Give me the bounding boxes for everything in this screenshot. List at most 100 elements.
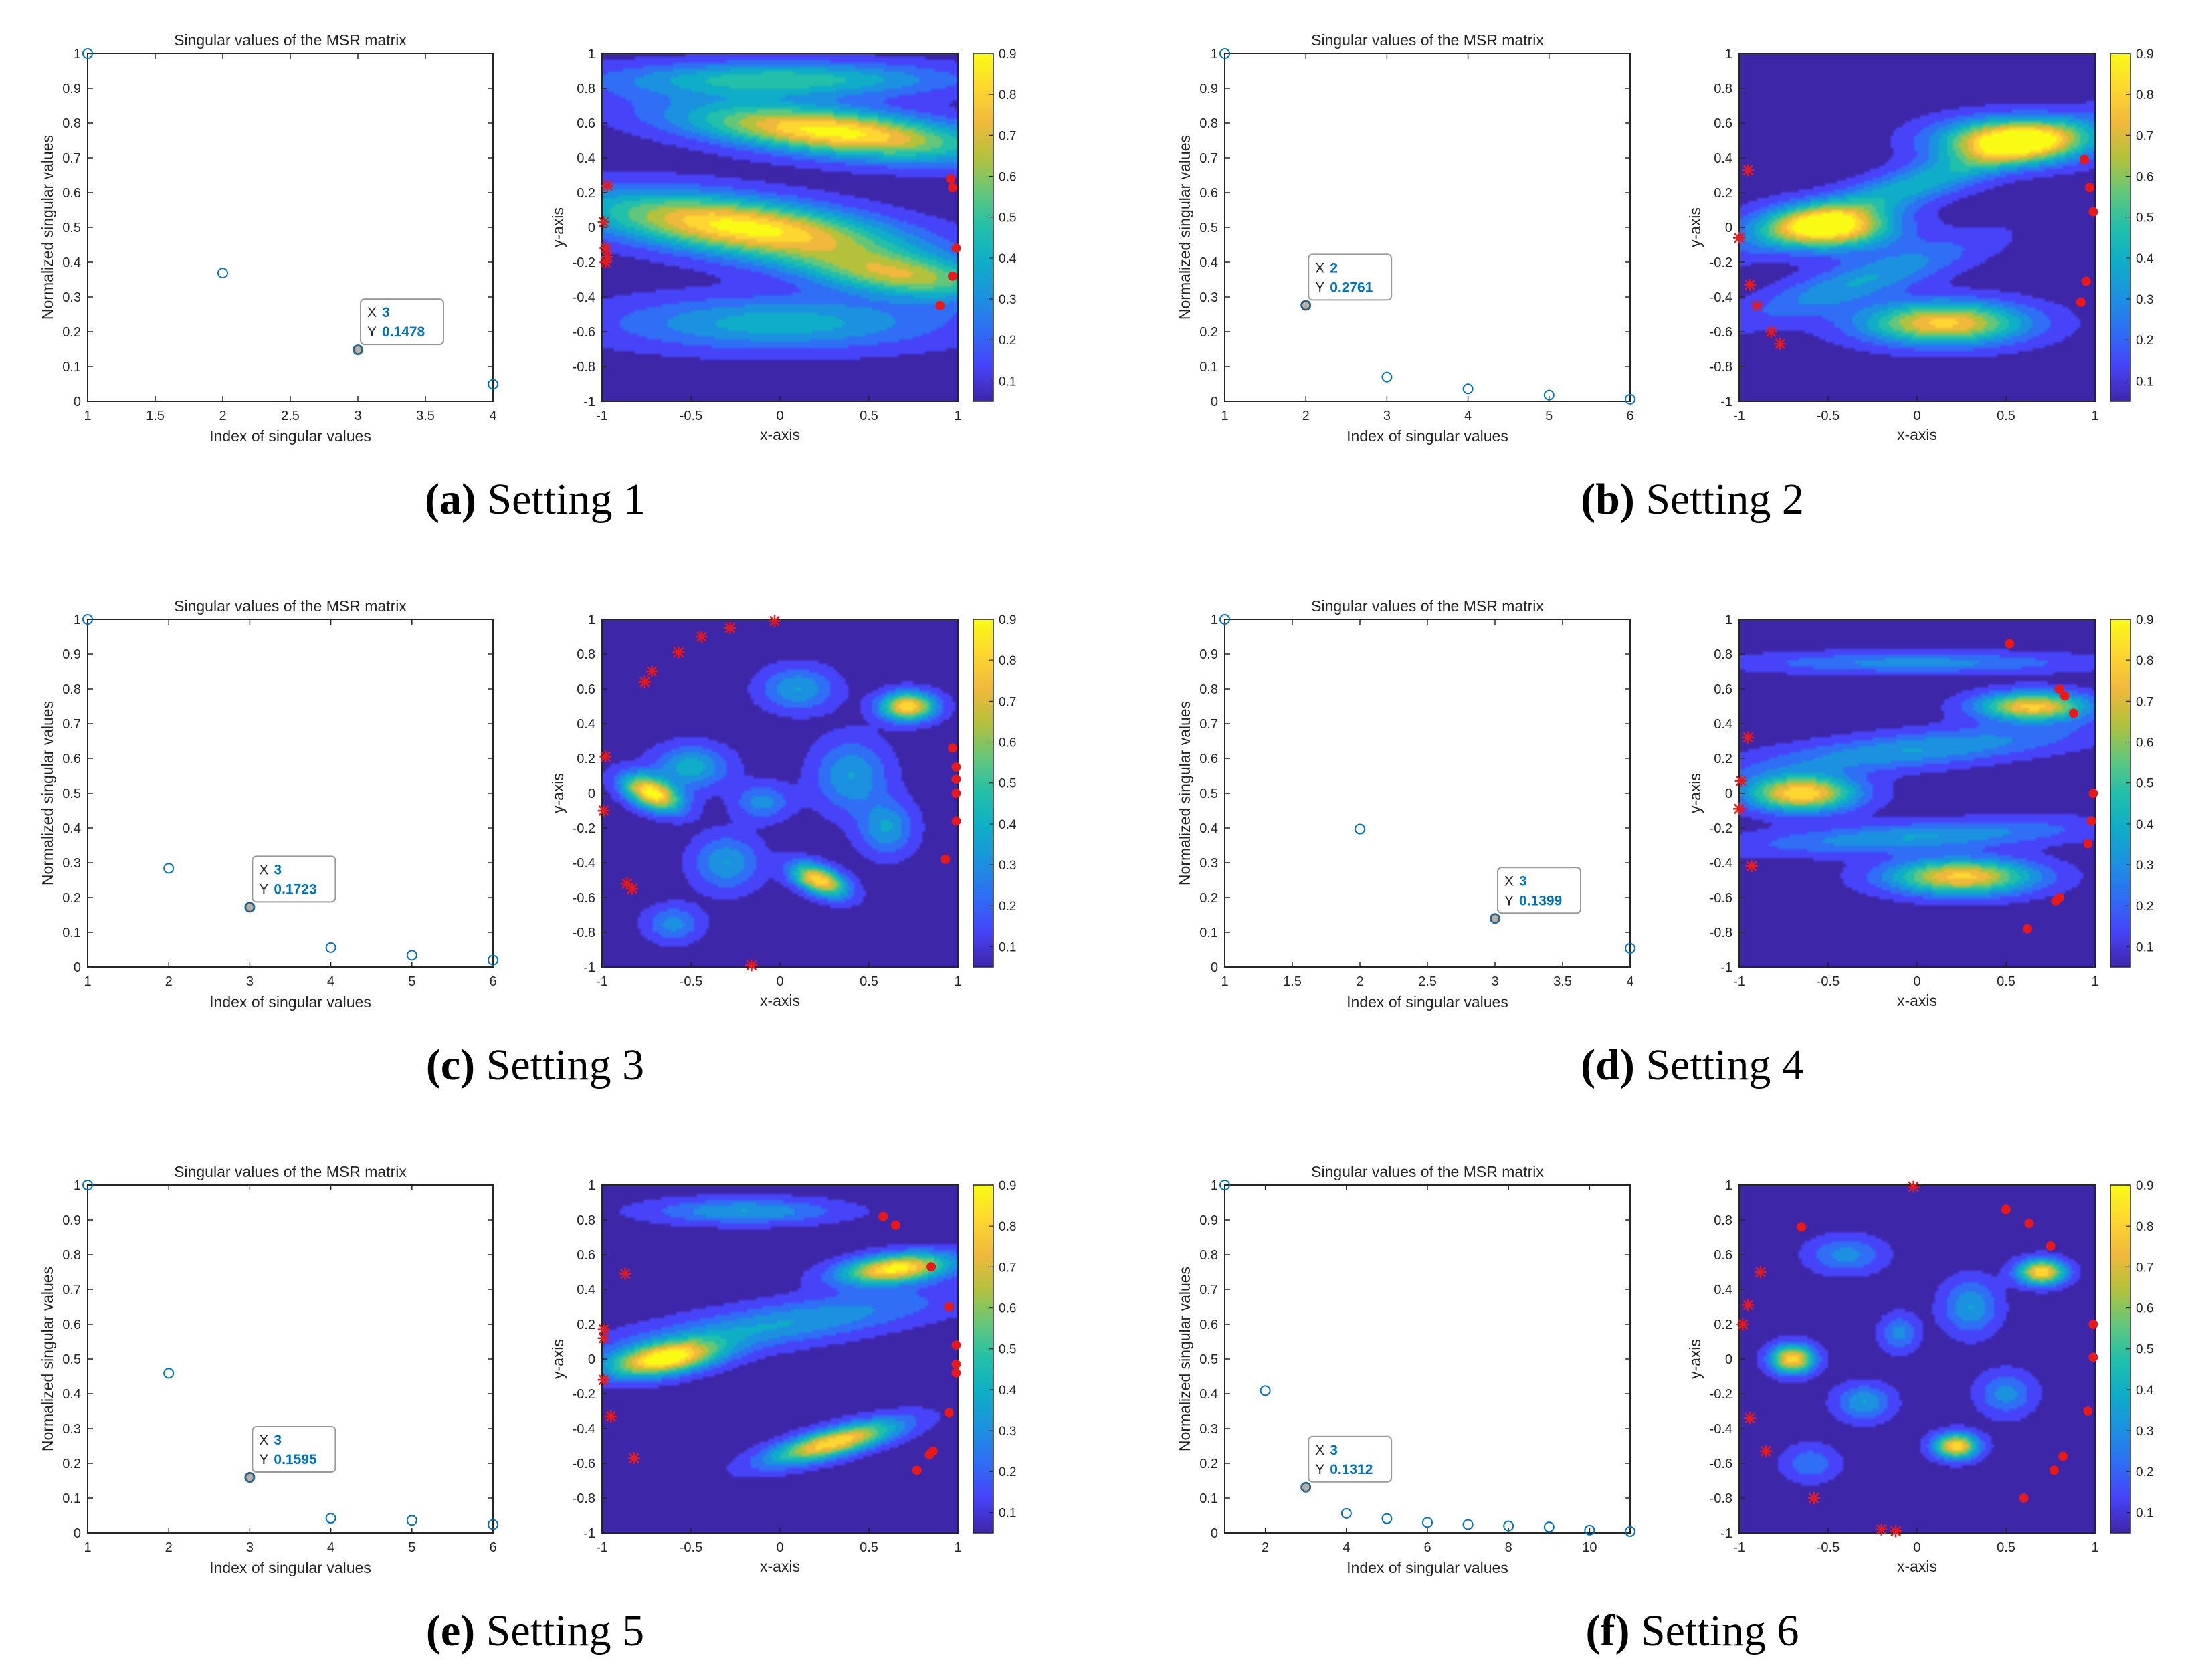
datatip-y-label: Y — [259, 881, 268, 897]
colorbar-tick-label: 0.9 — [999, 1179, 1016, 1193]
colorbar-tick-label: 0.5 — [2136, 777, 2153, 791]
colorbar: 0.1 0.2 0.3 0.4 0.5 0.6 0.7 0.8 0.9 — [973, 47, 1017, 402]
caption-label: (b) — [1581, 475, 1635, 524]
x-tick-label: 0.5 — [860, 1540, 878, 1555]
map-y-label: y-axis — [1686, 1339, 1704, 1379]
receiver-marker — [948, 271, 958, 281]
receiver-marker — [2022, 924, 2032, 934]
y-tick-label: 1 — [1211, 1178, 1218, 1193]
map-x-label: x-axis — [1897, 426, 1937, 443]
source-marker — [1743, 278, 1756, 291]
colorbar-tick-label: 0.7 — [999, 695, 1016, 709]
source-marker — [1759, 1445, 1772, 1457]
y-tick-label: -1 — [1720, 1526, 1732, 1541]
y-tick-label: 1 — [74, 47, 81, 62]
source-marker — [638, 675, 651, 688]
y-tick-label: 0.5 — [62, 786, 81, 801]
x-tick-label: 1 — [1221, 974, 1228, 989]
source-stroke — [1743, 165, 1754, 176]
source-stroke — [1743, 1299, 1754, 1311]
colorbar-tick-label: 0.4 — [999, 1384, 1017, 1398]
singular-values-plot: 0 0.1 0.2 0.3 0.4 0.5 0.6 0.7 0.8 0.9 1 1 1.5 2 2.5 3 3.… — [1176, 597, 1635, 1011]
source-marker — [1742, 731, 1755, 744]
data-point — [1543, 1521, 1555, 1533]
source-marker — [1733, 803, 1745, 815]
data-point — [1381, 1513, 1393, 1524]
indicator-map: -1 -0.8 -0.6 -0.4 -0.2 0 0.2 0.4 0.6 0.8 1 -1 -0.5 0 0… — [549, 1178, 962, 1575]
data-point — [1503, 1520, 1514, 1532]
y-tick-label: -0.2 — [1710, 255, 1732, 270]
source-stroke — [1745, 279, 1755, 290]
y-tick-label: 0.2 — [62, 325, 81, 340]
colorbar-bar — [2110, 1184, 2131, 1534]
colorbar: 0.1 0.2 0.3 0.4 0.5 0.6 0.7 0.8 0.9 — [973, 1179, 1017, 1534]
x-tick-label: 1 — [2091, 409, 2098, 423]
colorbar: 0.1 0.2 0.3 0.4 0.5 0.6 0.7 0.8 0.9 — [2110, 1179, 2154, 1534]
source-stroke — [746, 960, 757, 971]
x-tick-label: 3 — [246, 1540, 254, 1555]
source-stroke — [1746, 861, 1757, 872]
colorbar-tick-label: 0.9 — [2136, 613, 2153, 627]
y-tick-label: 0.8 — [1199, 116, 1218, 131]
x-tick-label: 0 — [776, 409, 783, 423]
x-tick-label: 0 — [1913, 409, 1920, 423]
datatip-box — [1308, 253, 1393, 301]
y-tick-label: 0.1 — [1199, 360, 1218, 375]
x-tick-label: 1 — [2091, 1540, 2098, 1555]
colorbar-tick-label: 0.1 — [999, 1506, 1016, 1520]
datatip-x-label: X — [1315, 1443, 1324, 1458]
source-stroke — [1734, 232, 1745, 243]
singular-values-plot: 0 0.1 0.2 0.3 0.4 0.5 0.6 0.7 0.8 0.9 1 1 2 3 4 5 6 Singu… — [1176, 31, 1635, 445]
scatter-axes-box — [87, 53, 494, 402]
y-tick-label: 0.8 — [577, 1213, 595, 1228]
panel-caption: (b) Setting 2 — [1581, 475, 1804, 524]
y-tick-label: 0.2 — [1714, 186, 1732, 201]
datatip-x-label: X — [1504, 873, 1514, 889]
scatter-x-label: Index of singular values — [209, 427, 371, 445]
datatip-y-value: 0.1399 — [1519, 893, 1562, 908]
source-stroke — [598, 217, 609, 228]
receiver-marker — [951, 774, 961, 784]
source-marker — [627, 1452, 640, 1465]
datatip-x-value: 2 — [1330, 260, 1338, 276]
receiver-marker — [2083, 1406, 2093, 1416]
datatip-y-label: Y — [1315, 280, 1324, 295]
receiver-marker — [878, 1211, 888, 1221]
datatip-x-label: X — [1315, 260, 1324, 276]
y-tick-label: -0.6 — [573, 325, 595, 340]
x-tick-label: 1 — [954, 1540, 961, 1555]
y-tick-label: 0.2 — [1199, 325, 1218, 340]
scatter-axes-box — [1224, 619, 1631, 968]
y-tick-label: 0.9 — [62, 647, 81, 662]
y-tick-label: 0 — [1725, 786, 1732, 801]
y-tick-label: -1 — [583, 395, 595, 409]
panel-caption: (a) Setting 1 — [425, 475, 645, 524]
colorbar-tick-label: 0.3 — [999, 293, 1016, 307]
datatip-x-label: X — [367, 305, 377, 320]
receiver-marker — [2069, 708, 2079, 718]
y-tick-label: -0.4 — [573, 1422, 595, 1437]
datatip-y-value: 0.1478 — [382, 324, 425, 340]
x-tick-label: 4 — [327, 1540, 334, 1555]
x-tick-label: 0.5 — [860, 974, 878, 989]
receiver-marker — [944, 1408, 954, 1418]
y-tick-label: 0.6 — [577, 1248, 595, 1263]
y-tick-label: 0 — [74, 395, 81, 409]
source-marker — [724, 622, 736, 634]
x-tick-label: -0.5 — [1817, 1540, 1840, 1555]
colorbar-tick-label: 0.6 — [999, 736, 1016, 750]
y-tick-label: 1 — [588, 1178, 595, 1193]
y-tick-label: 0.7 — [62, 151, 81, 166]
datatip-box — [1497, 867, 1581, 914]
x-tick-label: 1 — [84, 974, 91, 989]
colorbar-tick-label: 0.8 — [999, 1220, 1016, 1234]
y-tick-label: -1 — [1720, 960, 1732, 975]
receiver-marker — [2054, 684, 2064, 694]
y-tick-label: 0.1 — [62, 1491, 81, 1506]
receiver-marker — [951, 1340, 961, 1350]
y-tick-label: 0.4 — [62, 255, 81, 270]
y-tick-label: 0 — [74, 960, 81, 975]
caption-label: (d) — [1581, 1041, 1635, 1089]
datatip-marker — [1490, 914, 1500, 924]
source-stroke — [600, 257, 611, 268]
